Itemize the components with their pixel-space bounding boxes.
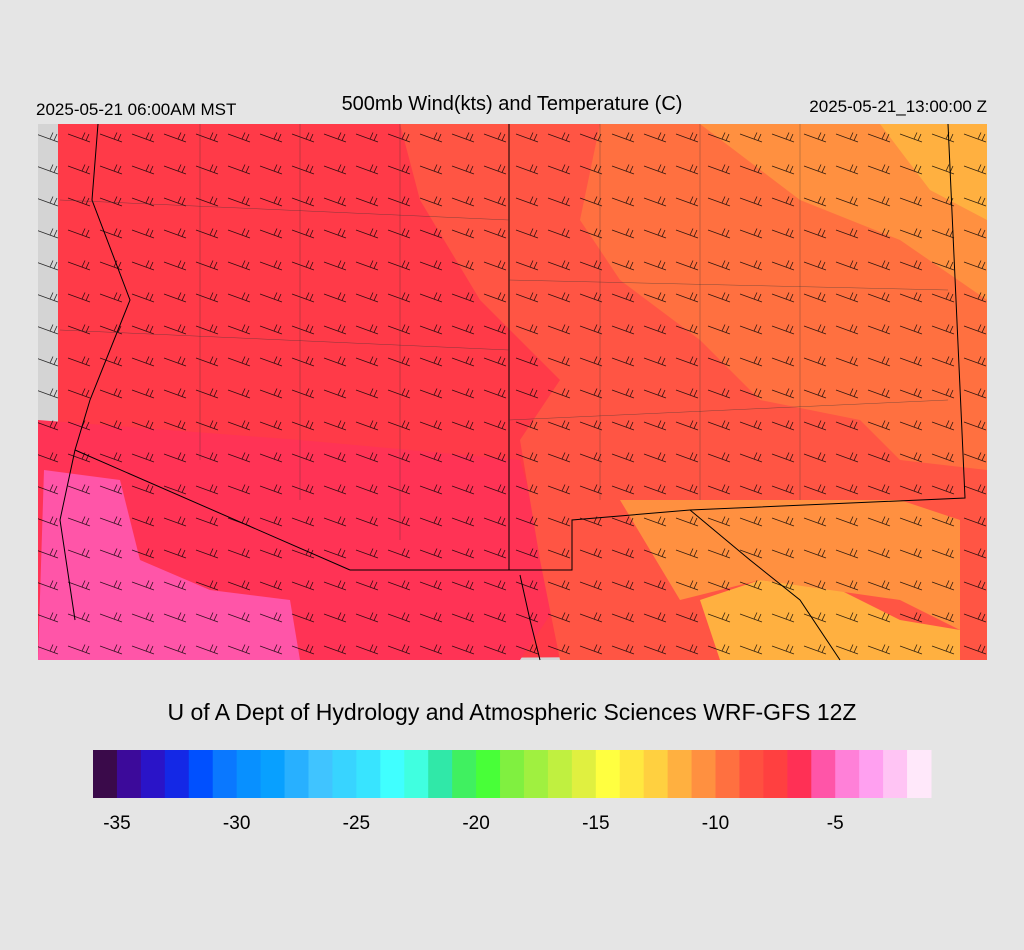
colorbar-swatch [308, 750, 333, 798]
map [38, 123, 987, 661]
colorbar-swatch [140, 750, 166, 798]
colorbar-swatch [715, 750, 740, 798]
colorbar-swatch [260, 750, 286, 798]
colorbar-swatch [811, 750, 836, 798]
colorbar-swatch [571, 750, 597, 798]
colorbar-swatch [452, 750, 477, 798]
colorbar-swatch [547, 750, 573, 798]
colorbar-swatch [428, 750, 453, 798]
colorbar-swatch [667, 750, 693, 798]
colorbar-swatch [595, 750, 621, 798]
colorbar-swatch [93, 750, 118, 798]
valid-time-local: 2025-05-21 06:00AM MST [36, 100, 236, 119]
colorbar-swatch [380, 750, 405, 798]
colorbar-tick-label: -25 [343, 813, 370, 834]
colorbar-tick-label: -5 [827, 813, 844, 834]
colorbar-swatch [619, 750, 645, 798]
colorbar-swatch [500, 750, 525, 798]
colorbar-swatch [356, 750, 381, 798]
colorbar-swatch [164, 750, 190, 798]
colorbar: -35 -30 -25 -20 -15 -10 -5 [93, 750, 932, 834]
colorbar-swatch [859, 750, 884, 798]
colorbar-swatch [691, 750, 717, 798]
colorbar-swatch [332, 750, 357, 798]
colorbar-tick-label: -35 [103, 813, 130, 834]
colorbar-tick-label: -20 [462, 813, 489, 834]
colorbar-swatch [523, 750, 549, 798]
valid-time-utc: 2025-05-21_13:00:00 Z [809, 97, 987, 116]
colorbar-swatch [787, 750, 812, 798]
colorbar-swatch [284, 750, 309, 798]
colorbar-swatch [116, 750, 142, 798]
colorbar-tick-label: -30 [223, 813, 250, 834]
colorbar-swatch [739, 750, 764, 798]
colorbar-swatch [236, 750, 262, 798]
colorbar-swatch [883, 750, 908, 798]
colorbar-tick-label: -10 [702, 813, 729, 834]
colorbar-swatch [763, 750, 788, 798]
colorbar-swatch [188, 750, 214, 798]
colorbar-swatch [907, 750, 932, 798]
colorbar-swatch [476, 750, 501, 798]
colorbar-swatch [835, 750, 860, 798]
colorbar-swatch [404, 750, 429, 798]
colorbar-tick-label: -15 [582, 813, 609, 834]
colorbar-swatch [212, 750, 238, 798]
credit-line: U of A Dept of Hydrology and Atmospheric… [167, 699, 856, 725]
colorbar-swatch [643, 750, 669, 798]
map-title: 500mb Wind(kts) and Temperature (C) [342, 93, 683, 115]
